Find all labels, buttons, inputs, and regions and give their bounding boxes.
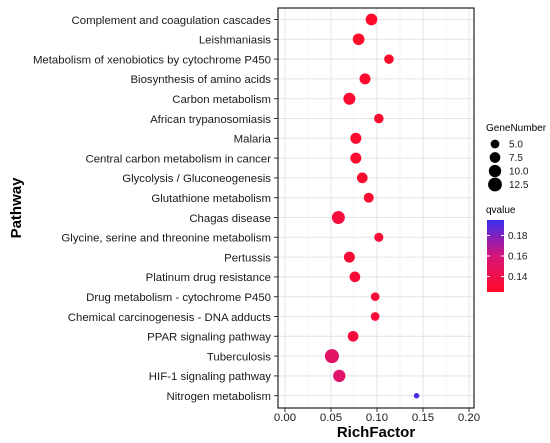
pathway-label: Glycine, serine and threonine metabolism bbox=[61, 233, 271, 245]
color-legend-title: qvalue bbox=[486, 205, 516, 216]
data-points bbox=[324, 13, 420, 399]
x-tick-label: 0.00 bbox=[274, 412, 296, 424]
size-legend-title: GeneNumber bbox=[486, 123, 547, 134]
pathway-label: Carbon metabolism bbox=[172, 94, 271, 106]
pathway-label: Complement and coagulation cascades bbox=[72, 15, 272, 27]
size-legend: GeneNumber 5.0 7.5 10.0 12.5 bbox=[486, 123, 547, 192]
color-legend-label: 0.14 bbox=[508, 272, 528, 283]
data-point bbox=[343, 251, 355, 263]
size-legend-dot bbox=[488, 164, 502, 178]
size-legend-dot bbox=[489, 152, 501, 163]
data-point bbox=[363, 192, 374, 203]
y-axis-title: Pathway bbox=[8, 177, 25, 239]
pathway-label: Tuberculosis bbox=[207, 351, 271, 363]
pathway-label: Pertussis bbox=[224, 252, 271, 264]
color-legend-label: 0.16 bbox=[508, 252, 528, 263]
pathway-label: Chagas disease bbox=[189, 213, 271, 225]
data-point bbox=[365, 13, 378, 26]
data-point bbox=[350, 152, 362, 164]
data-point bbox=[350, 132, 362, 144]
size-legend-label: 7.5 bbox=[509, 153, 523, 164]
data-point bbox=[359, 73, 371, 85]
data-point bbox=[413, 392, 420, 399]
color-scale-bar bbox=[487, 220, 504, 292]
data-point bbox=[333, 369, 346, 383]
data-point bbox=[349, 271, 361, 283]
pathway-label: Glycolysis / Gluconeogenesis bbox=[122, 173, 271, 185]
pathway-label: Malaria bbox=[234, 134, 272, 146]
data-point bbox=[370, 312, 380, 321]
pathway-label: Glutathione metabolism bbox=[151, 193, 271, 205]
x-tick-label: 0.10 bbox=[366, 412, 388, 424]
x-tick-label: 0.15 bbox=[412, 412, 434, 424]
data-point bbox=[352, 33, 365, 46]
x-tick-label: 0.20 bbox=[458, 412, 480, 424]
plot-panel bbox=[278, 8, 474, 408]
x-axis-title: RichFactor bbox=[337, 424, 416, 441]
color-legend-label: 0.18 bbox=[508, 231, 528, 242]
data-point bbox=[324, 349, 339, 364]
data-point bbox=[347, 330, 359, 342]
x-tick-label: 0.05 bbox=[320, 412, 342, 424]
pathway-label: Nitrogen metabolism bbox=[167, 391, 271, 403]
pathway-label: HIF-1 signaling pathway bbox=[149, 371, 271, 383]
pathway-label: Platinum drug resistance bbox=[146, 272, 271, 284]
pathway-label: African trypanosomiasis bbox=[150, 114, 271, 126]
data-point bbox=[356, 172, 368, 184]
size-legend-label: 5.0 bbox=[509, 140, 523, 151]
data-point bbox=[374, 113, 384, 124]
size-legend-label: 10.0 bbox=[509, 167, 529, 178]
size-legend-label: 12.5 bbox=[509, 180, 529, 191]
size-legend-dot bbox=[488, 177, 502, 192]
data-point bbox=[343, 92, 356, 105]
pathway-labels: Complement and coagulation cascades Leish… bbox=[33, 15, 278, 403]
pathway-label: Leishmaniasis bbox=[199, 35, 271, 47]
pathway-label: Drug metabolism - cytochrome P450 bbox=[86, 292, 271, 304]
pathway-label: Chemical carcinogenesis - DNA adducts bbox=[68, 312, 272, 324]
pathway-label: Central carbon metabolism in cancer bbox=[86, 153, 272, 165]
data-point bbox=[374, 232, 384, 242]
pathway-label: Metabolism of xenobiotics by cytochrome … bbox=[33, 54, 271, 66]
plot-border bbox=[277, 7, 475, 409]
size-legend-dot bbox=[490, 139, 500, 149]
x-axis: 0.00 0.05 0.10 0.15 0.20 bbox=[274, 408, 480, 424]
data-point bbox=[384, 54, 394, 64]
pathway-label: PPAR signaling pathway bbox=[147, 332, 271, 344]
pathway-label: Biosynthesis of amino acids bbox=[130, 74, 271, 86]
data-point bbox=[370, 292, 380, 302]
color-legend: qvalue 0.18 0.16 0.14 bbox=[486, 205, 528, 292]
data-point bbox=[331, 211, 345, 224]
